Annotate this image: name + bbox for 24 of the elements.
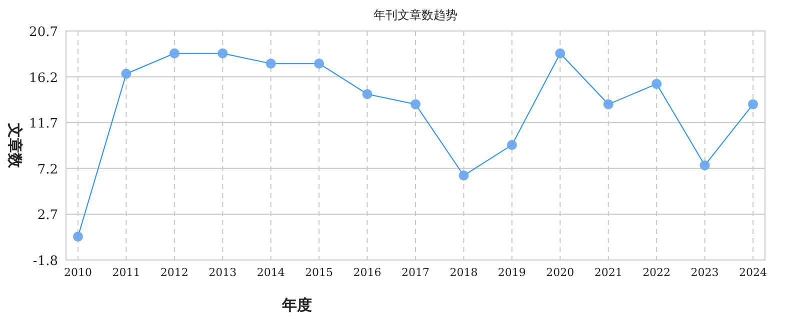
- x-tick-label: 2020: [546, 266, 574, 279]
- y-tick-label: 20.7: [29, 25, 58, 40]
- x-tick-label: 2024: [739, 266, 767, 279]
- x-tick-label: 2012: [160, 266, 188, 279]
- x-tick-label: 2016: [353, 266, 382, 279]
- y-tick-label: 16.2: [29, 70, 58, 86]
- y-tick-label: -1.8: [32, 254, 58, 269]
- x-tick-label: 2021: [594, 266, 622, 279]
- x-tick-label: 2018: [450, 266, 478, 279]
- x-tick-label: 2014: [256, 266, 285, 279]
- x-axis-title: 年度: [281, 296, 312, 314]
- x-tick-label: 2011: [112, 266, 140, 279]
- x-tick-label: 2015: [305, 266, 334, 279]
- x-tick-label: 2019: [498, 266, 526, 279]
- x-tick-label: 2013: [208, 266, 237, 279]
- x-tick-label: 2010: [64, 266, 92, 279]
- x-tick-label: 2023: [690, 266, 719, 279]
- x-tick-label: 2017: [402, 266, 430, 279]
- y-tick-label: 2.7: [37, 208, 58, 224]
- chart-title: 年刊文章数趋势: [374, 8, 458, 22]
- y-tick-label: 11.7: [29, 116, 58, 132]
- x-tick-label: 2022: [642, 266, 671, 279]
- y-axis-title: 文章数: [6, 122, 24, 169]
- y-tick-label: 7.2: [37, 162, 58, 178]
